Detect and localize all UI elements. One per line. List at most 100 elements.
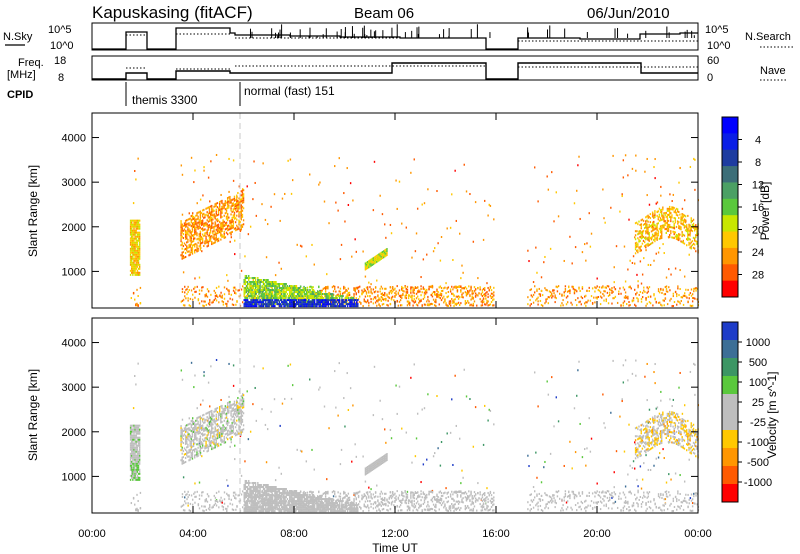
velocity-cell <box>409 499 411 502</box>
velocity-cell <box>256 494 259 497</box>
power-cell <box>427 303 429 306</box>
velocity-cell <box>418 494 420 497</box>
power-cell <box>212 210 214 213</box>
power-cell <box>623 288 626 291</box>
power-cell <box>364 289 367 292</box>
power-cell <box>238 203 240 206</box>
power-cell <box>673 216 675 219</box>
power-cell <box>222 223 224 226</box>
power-cell <box>649 295 652 298</box>
power-cell <box>266 295 268 298</box>
power-cell <box>292 293 294 296</box>
power-cell <box>232 289 235 292</box>
power-cell <box>529 289 531 292</box>
power-cell <box>333 305 335 308</box>
power-cell <box>228 200 230 203</box>
power-cell <box>222 235 224 238</box>
power-cell <box>298 303 300 306</box>
power-cell <box>307 305 309 308</box>
power-cell <box>215 153 218 156</box>
velocity-cell <box>209 508 211 511</box>
power-cell <box>261 297 264 300</box>
power-cell <box>363 290 365 293</box>
power-cell <box>301 289 303 292</box>
power-cell <box>267 281 269 284</box>
power-cell <box>339 293 342 296</box>
power-cell <box>674 267 677 270</box>
velocity-cell <box>401 499 403 502</box>
power-cell <box>657 290 660 293</box>
power-cell <box>208 236 211 239</box>
power-cell <box>374 257 377 260</box>
velocity-cell <box>331 491 334 494</box>
power-cell <box>677 287 679 290</box>
power-cell <box>380 296 383 299</box>
velocity-cell <box>335 504 337 507</box>
velocity-cell <box>324 491 327 494</box>
velocity-cell <box>415 437 418 440</box>
power-cell <box>204 222 206 225</box>
power-cell <box>366 266 369 269</box>
power-cell <box>234 199 237 202</box>
velocity-cell <box>194 501 196 504</box>
power-cell <box>241 188 244 191</box>
power-cell <box>360 301 362 304</box>
power-cell <box>321 289 323 292</box>
power-cell <box>406 285 409 288</box>
power-cell <box>285 304 287 307</box>
power-cell <box>493 291 495 294</box>
power-cell <box>135 263 137 266</box>
power-cell <box>207 242 210 245</box>
velocity-cell <box>374 491 377 494</box>
power-cell <box>190 215 193 218</box>
power-cell <box>134 243 136 246</box>
power-cell <box>226 201 229 204</box>
power-cell <box>260 303 262 306</box>
velocity-cell <box>363 503 365 506</box>
power-cell <box>656 222 658 225</box>
velocity-cell <box>315 499 318 502</box>
power-cell <box>231 224 233 227</box>
velocity-cell <box>396 490 398 493</box>
power-cell <box>335 301 337 304</box>
power-cell <box>647 295 650 298</box>
power-cell <box>682 219 684 222</box>
power-cell <box>679 166 681 169</box>
power-cell <box>216 228 219 231</box>
power-cell <box>639 260 642 263</box>
power-cell <box>448 300 451 303</box>
power-cell <box>428 300 430 303</box>
power-cell <box>333 299 335 302</box>
power-cell <box>233 217 236 220</box>
power-cell <box>240 214 242 217</box>
power-cell <box>291 291 293 294</box>
velocity-cell <box>407 505 410 508</box>
power-cell <box>336 299 339 302</box>
power-cell <box>414 287 417 290</box>
power-cell <box>534 166 536 169</box>
power-cell <box>251 295 253 298</box>
power-cell <box>648 225 650 228</box>
power-cell <box>194 169 196 172</box>
power-cell <box>684 229 687 232</box>
velocity-cell <box>404 490 406 493</box>
power-cell <box>421 304 423 307</box>
power-cell <box>356 301 359 304</box>
velocity-cell <box>384 492 386 495</box>
power-cell <box>271 285 274 288</box>
power-cell <box>694 158 696 161</box>
power-cell <box>690 294 693 297</box>
velocity-cell <box>235 497 237 500</box>
power-cell <box>491 295 494 298</box>
velocity-cell <box>387 504 389 507</box>
power-cell <box>129 263 132 266</box>
power-cell <box>692 242 695 245</box>
power-cell <box>659 231 662 234</box>
velocity-cell <box>380 504 383 507</box>
power-cell <box>690 241 692 244</box>
power-cell <box>410 171 412 174</box>
power-cell <box>558 292 561 295</box>
power-cell <box>135 259 137 262</box>
power-cell <box>413 292 415 295</box>
